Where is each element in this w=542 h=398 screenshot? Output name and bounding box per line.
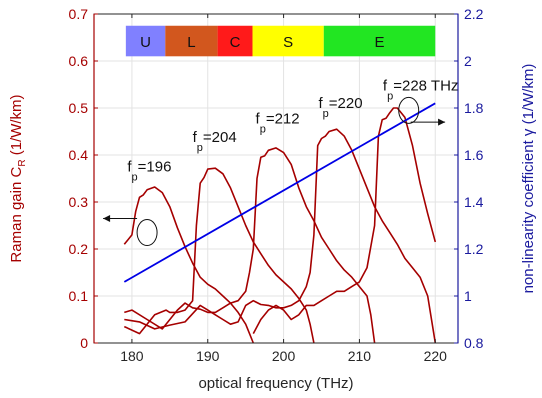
annotations: fp=196 fp=204 fp=212 fp=220 fp=228 THz: [103, 78, 458, 247]
x-tick-label: 210: [348, 348, 372, 364]
left-tick-label: 0.2: [69, 241, 89, 257]
raman-gain-curve-2: [123, 167, 315, 344]
band-label-s: S: [283, 34, 293, 51]
x-tick-label: 180: [120, 348, 144, 364]
x-axis-title: optical frequency (THz): [198, 375, 353, 392]
right-tick-label: 1: [464, 288, 472, 304]
pump-label-2: fp=204: [193, 129, 237, 154]
pump-label-5: fp=228 THz: [383, 78, 458, 103]
left-axis-title-sub: R: [17, 159, 28, 166]
right-axis-title-units: (1/W/km): [520, 64, 537, 129]
x-tick-label: 190: [196, 348, 220, 364]
raman-gain-curve-1: [123, 186, 255, 344]
left-tick-label: 0.7: [69, 6, 89, 22]
left-axis-title-main: Raman gain C: [8, 167, 25, 263]
left-axis-title-units: (1/W/km): [8, 94, 25, 159]
left-tick-label: 0: [80, 335, 88, 351]
band-c: [217, 25, 253, 57]
plot-series: [123, 102, 437, 344]
left-axis-title: Raman gain CR (1/W/km): [8, 94, 28, 262]
raman-gain-curve-3: [124, 147, 376, 344]
band-e: [323, 25, 436, 57]
band-u: [125, 25, 166, 57]
band-l: [165, 25, 218, 57]
left-tick-label: 0.6: [69, 53, 89, 69]
right-tick-label: 1.4: [464, 194, 484, 210]
right-tick-label: 1.6: [464, 147, 484, 163]
raman-gain-curve-4: [124, 128, 437, 344]
grid: [94, 13, 458, 344]
raman-gain-curve-5: [252, 107, 437, 334]
band-label-e: E: [375, 34, 385, 51]
right-tick-label: 2.2: [464, 6, 484, 22]
x-tick-label: 220: [424, 348, 448, 364]
gamma-line: [123, 102, 436, 283]
left-tick-label: 0.3: [69, 194, 89, 210]
plot-frame: [93, 13, 459, 344]
right-tick-label: 1.2: [464, 241, 484, 257]
left-axis-pointer-ellipse: [136, 219, 158, 247]
left-arrow-head: [103, 214, 111, 222]
band-s: [252, 25, 324, 57]
left-tick-label: 0.5: [69, 100, 89, 116]
pump-label-1: fp=196: [127, 158, 171, 183]
left-tick-label: 0.1: [69, 288, 89, 304]
pump-label-3: fp=212: [256, 111, 300, 136]
pump-label-4: fp=220: [318, 95, 362, 120]
axis-ticks: 180 190 200 210 220 0 0.1 0.2 0.3 0.4 0.5 0.6 0.7 0.8…: [69, 6, 484, 364]
right-tick-label: 2: [464, 53, 472, 69]
x-tick-label: 200: [272, 348, 296, 364]
right-tick-label: 1.8: [464, 100, 484, 116]
band-label-c: C: [230, 34, 241, 51]
left-tick-label: 0.4: [69, 147, 89, 163]
right-axis-title: non-linearity coefficient γ (1/W/km): [520, 64, 537, 294]
band-label-l: L: [187, 34, 195, 51]
right-axis-pointer-ellipse: [398, 96, 420, 124]
right-arrow-head: [438, 118, 446, 126]
band-label-u: U: [140, 34, 151, 51]
right-tick-label: 0.8: [464, 335, 484, 351]
right-axis-title-main: non-linearity coefficient γ: [520, 128, 537, 293]
